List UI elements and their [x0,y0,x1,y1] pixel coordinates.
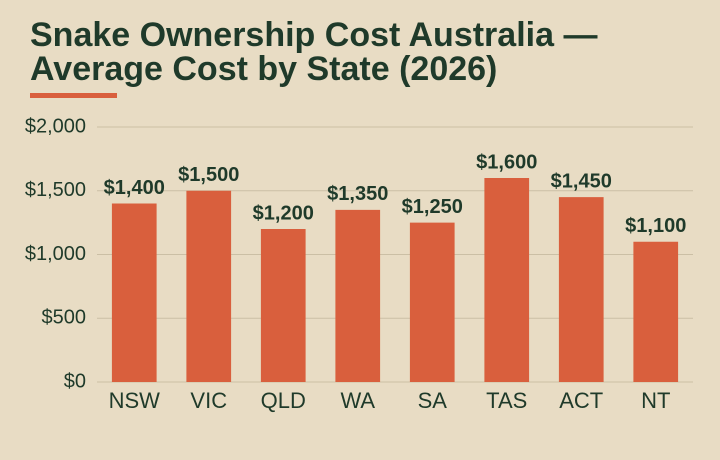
bar [409,222,455,382]
bar [260,229,306,382]
y-tick-label: $0 [64,370,86,392]
bar [558,197,604,382]
x-tick-label: ACT [559,388,603,413]
bar [633,241,679,382]
y-tick-label: $1,000 [25,243,86,265]
value-label: $1,350 [327,183,388,205]
y-tick-label: $500 [42,307,87,329]
x-tick-label: QLD [261,388,306,413]
bar [111,203,157,382]
value-label: $1,500 [178,164,239,186]
value-label: $1,250 [402,196,463,218]
x-tick-label: WA [340,388,375,413]
bar [484,178,530,382]
value-label: $1,400 [104,177,165,199]
bar [186,190,232,382]
x-tick-label: NSW [109,388,161,413]
value-label: $1,100 [625,215,686,237]
value-label: $1,600 [476,151,537,173]
title-accent [30,93,117,98]
bar [335,209,381,382]
value-label: $1,450 [551,170,612,192]
x-tick-label: VIC [190,388,227,413]
chart-title: Snake Ownership Cost Australia — Average… [30,16,598,88]
value-label: $1,200 [253,202,314,224]
y-tick-label: $2,000 [25,115,86,137]
x-tick-label: TAS [486,388,527,413]
x-tick-label: NT [641,388,670,413]
y-tick-label: $1,500 [25,179,86,201]
x-tick-label: SA [418,388,448,413]
